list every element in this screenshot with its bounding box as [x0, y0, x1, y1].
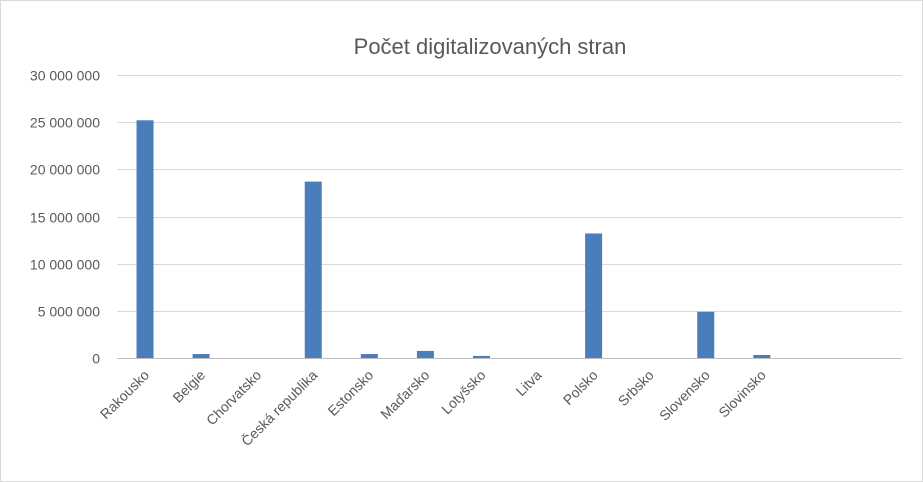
bar [585, 233, 603, 358]
x-category-label: Chorvatsko [203, 367, 265, 429]
x-category-label: Maďarsko [377, 367, 433, 423]
bar [416, 350, 434, 358]
y-tick-label: 0 [92, 351, 100, 367]
x-category-label: Slovinsko [715, 367, 769, 421]
y-tick-label: 25 000 000 [30, 115, 100, 131]
x-category-label: Polsko [560, 367, 601, 408]
bar [304, 181, 322, 358]
x-category-label: Srbsko [615, 367, 657, 409]
bar [136, 120, 154, 358]
x-category-label: Belgie [169, 367, 208, 406]
bar [360, 354, 378, 358]
y-axis-tick-labels: 0 5 000 000 10 000 000 15 000 000 20 000 000… [30, 68, 100, 367]
bar [472, 355, 490, 358]
bar [192, 354, 210, 358]
x-category-label: Litva [512, 367, 544, 399]
y-tick-label: 15 000 000 [30, 210, 100, 226]
y-tick-label: 30 000 000 [30, 68, 100, 84]
y-tick-label: 20 000 000 [30, 162, 100, 178]
x-category-label: Slovensko [656, 367, 713, 424]
x-category-label: Lotyšsko [438, 367, 489, 418]
gridlines [117, 75, 902, 359]
chart-title: Počet digitalizovaných stran [354, 34, 627, 59]
bars [136, 120, 771, 358]
bar [697, 311, 715, 358]
x-category-label: Rakousko [97, 367, 152, 422]
x-category-label: Estonsko [324, 367, 376, 419]
y-tick-label: 5 000 000 [38, 304, 100, 320]
bar [753, 354, 771, 358]
y-tick-label: 10 000 000 [30, 257, 100, 273]
